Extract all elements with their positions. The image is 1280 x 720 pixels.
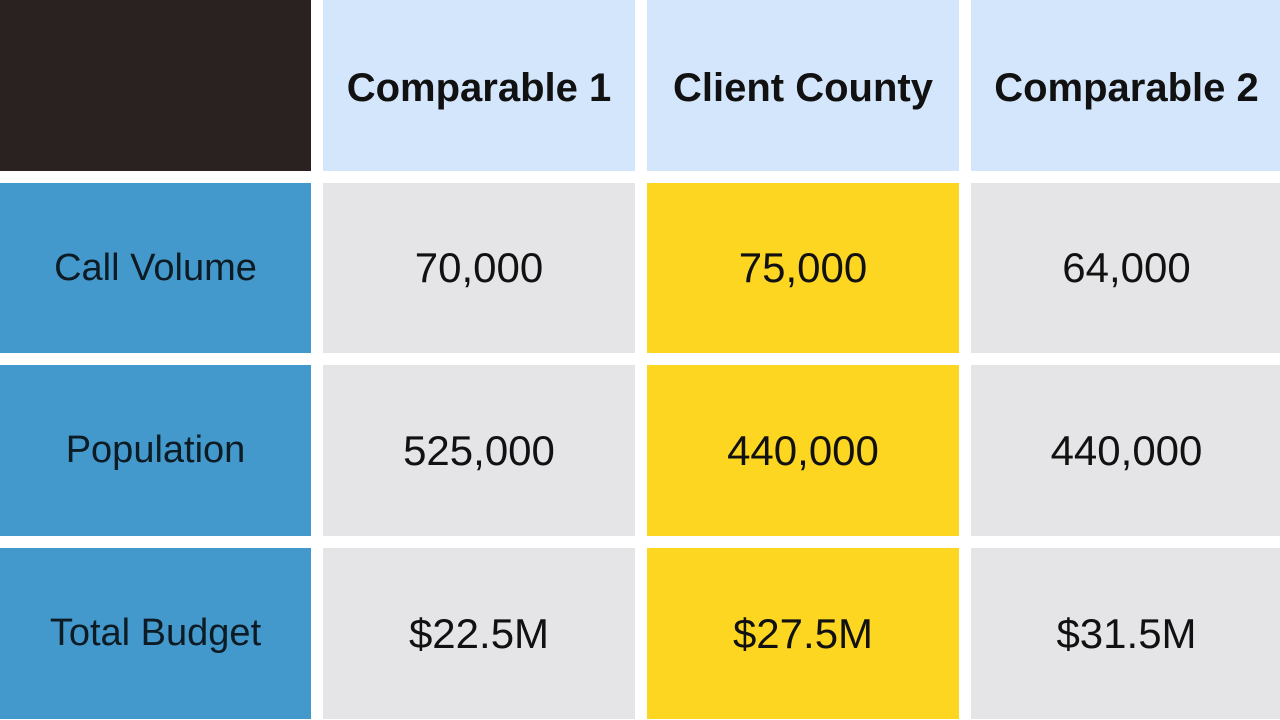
table-cell: $22.5M bbox=[323, 548, 635, 719]
column-header-comparable-1: Comparable 1 bbox=[323, 0, 635, 171]
table-corner bbox=[0, 0, 311, 171]
table-cell: 525,000 bbox=[323, 365, 635, 536]
table-cell-highlighted: 440,000 bbox=[647, 365, 959, 536]
column-header-client-county: Client County bbox=[647, 0, 959, 171]
table-cell-highlighted: 75,000 bbox=[647, 183, 959, 353]
table-cell: 64,000 bbox=[971, 183, 1280, 353]
table-cell: 440,000 bbox=[971, 365, 1280, 536]
row-header-total-budget: Total Budget bbox=[0, 548, 311, 719]
table-cell: $31.5M bbox=[971, 548, 1280, 719]
table-cell: 70,000 bbox=[323, 183, 635, 353]
column-header-comparable-2: Comparable 2 bbox=[971, 0, 1280, 171]
table-cell-highlighted: $27.5M bbox=[647, 548, 959, 719]
row-header-call-volume: Call Volume bbox=[0, 183, 311, 353]
row-header-population: Population bbox=[0, 365, 311, 536]
